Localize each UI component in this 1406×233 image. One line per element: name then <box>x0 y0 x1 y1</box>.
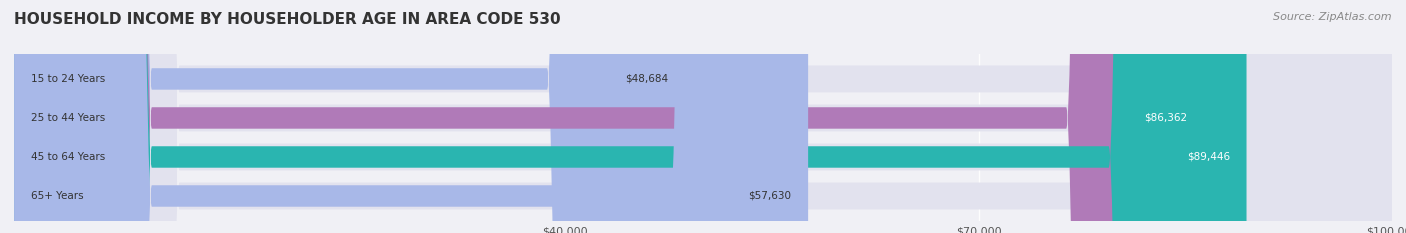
Text: HOUSEHOLD INCOME BY HOUSEHOLDER AGE IN AREA CODE 530: HOUSEHOLD INCOME BY HOUSEHOLDER AGE IN A… <box>14 12 561 27</box>
FancyBboxPatch shape <box>14 0 1392 233</box>
Text: 25 to 44 Years: 25 to 44 Years <box>31 113 105 123</box>
Text: $57,630: $57,630 <box>748 191 792 201</box>
Text: 65+ Years: 65+ Years <box>31 191 83 201</box>
FancyBboxPatch shape <box>14 0 1247 233</box>
Text: $86,362: $86,362 <box>1144 113 1188 123</box>
Text: 15 to 24 Years: 15 to 24 Years <box>31 74 105 84</box>
FancyBboxPatch shape <box>14 0 808 233</box>
Text: Source: ZipAtlas.com: Source: ZipAtlas.com <box>1274 12 1392 22</box>
FancyBboxPatch shape <box>14 0 1392 233</box>
FancyBboxPatch shape <box>14 0 1392 233</box>
Text: 45 to 64 Years: 45 to 64 Years <box>31 152 105 162</box>
FancyBboxPatch shape <box>14 0 1204 233</box>
FancyBboxPatch shape <box>14 0 1392 233</box>
Text: $89,446: $89,446 <box>1187 152 1230 162</box>
FancyBboxPatch shape <box>14 0 685 233</box>
Text: $48,684: $48,684 <box>626 74 668 84</box>
